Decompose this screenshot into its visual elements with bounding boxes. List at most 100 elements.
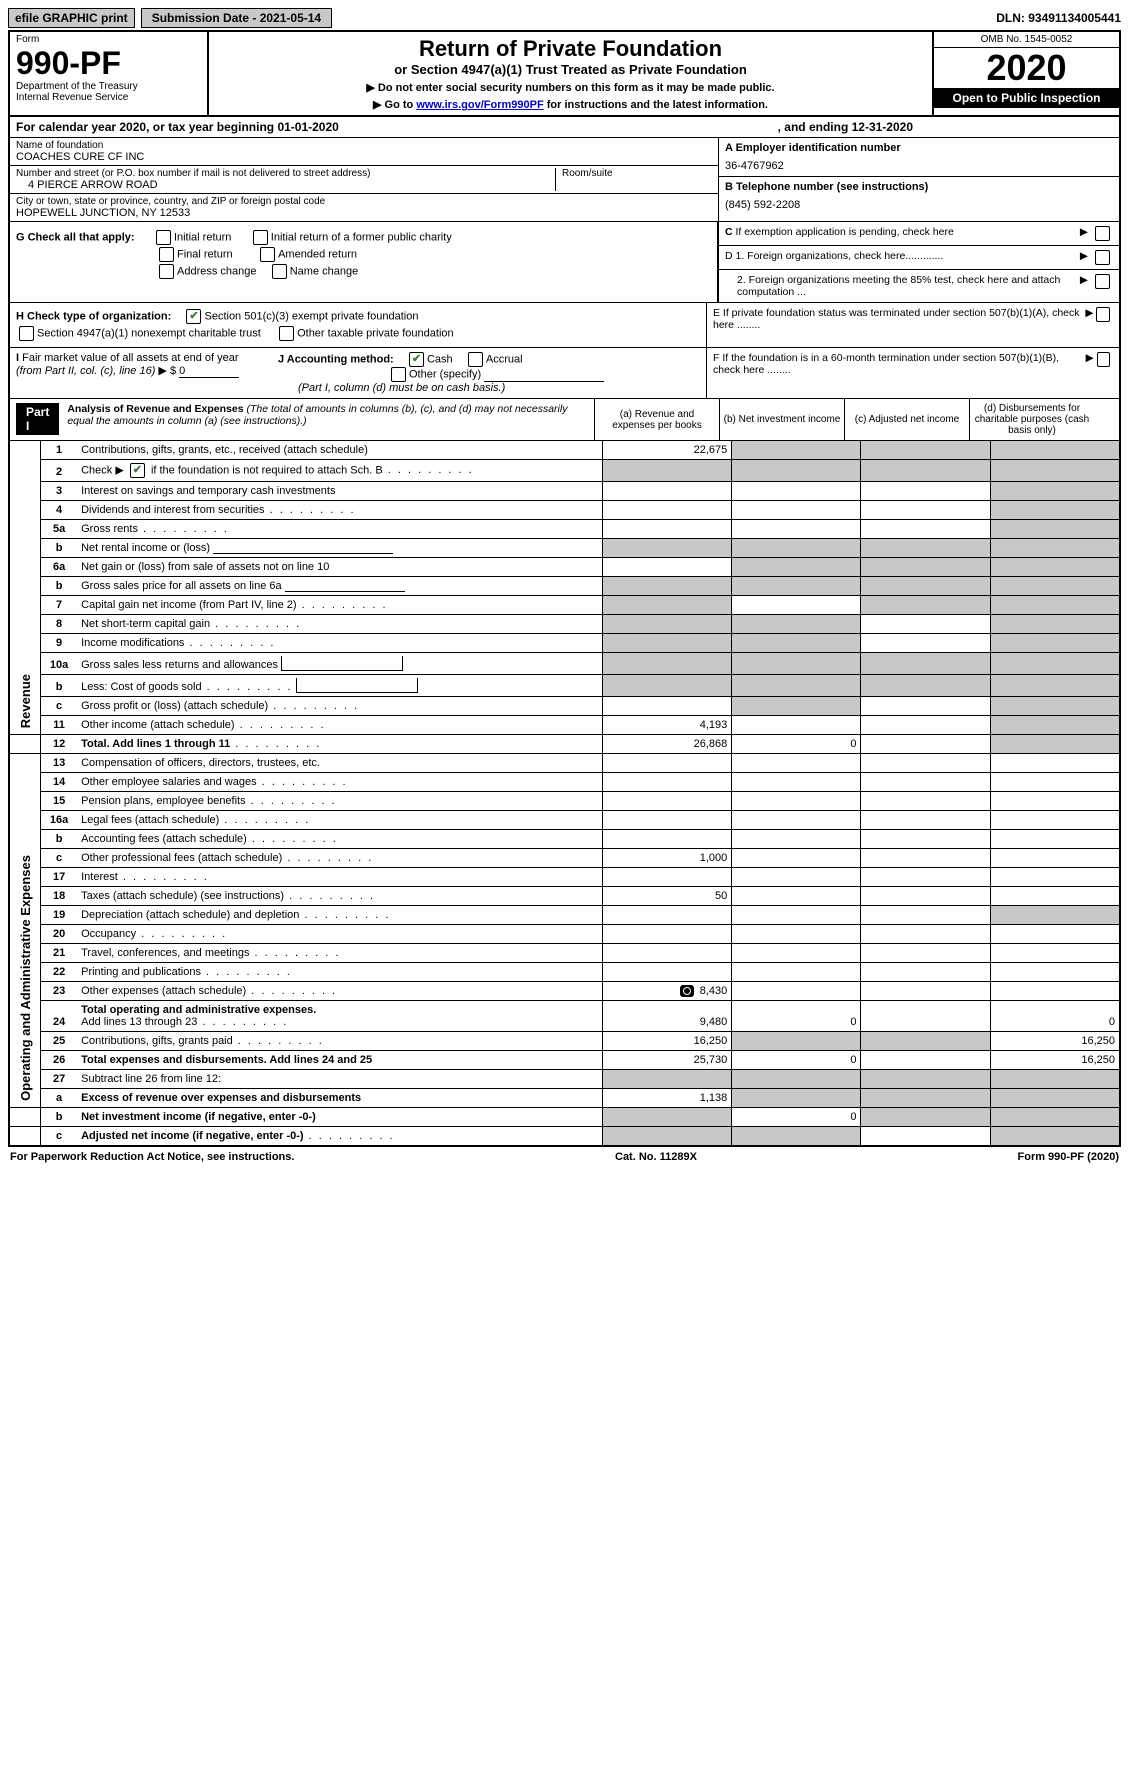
table-row: Revenue 1 Contributions, gifts, grants, … xyxy=(10,441,1119,460)
chk-other-taxable[interactable] xyxy=(279,326,294,341)
ein-label: A Employer identification number xyxy=(725,142,1113,154)
table-row: bNet rental income or (loss) xyxy=(10,539,1119,558)
form-container: Form 990-PF Department of the Treasury I… xyxy=(8,30,1121,1147)
j-note: (Part I, column (d) must be on cash basi… xyxy=(278,382,700,394)
table-row: 27Subtract line 26 from line 12: xyxy=(10,1070,1119,1089)
table-row: bAccounting fees (attach schedule) xyxy=(10,830,1119,849)
city-row: City or town, state or province, country… xyxy=(10,194,718,221)
chk-d1[interactable] xyxy=(1095,250,1110,265)
g-o4: Amended return xyxy=(278,248,357,260)
top-bar: efile GRAPHIC print Submission Date - 20… xyxy=(8,8,1121,28)
phone-row: B Telephone number (see instructions) (8… xyxy=(719,177,1119,215)
chk-other[interactable] xyxy=(391,367,406,382)
table-row: 20Occupancy xyxy=(10,925,1119,944)
g-o5: Address change xyxy=(177,265,257,277)
table-row: bNet investment income (if negative, ent… xyxy=(10,1108,1119,1127)
chk-address-change[interactable] xyxy=(159,264,174,279)
revenue-side-label: Revenue xyxy=(18,674,33,728)
entity-right: A Employer identification number 36-4767… xyxy=(718,138,1119,221)
form-title: Return of Private Foundation xyxy=(217,36,924,62)
form-note-1: ▶ Do not enter social security numbers o… xyxy=(217,81,924,94)
calyear-begin: For calendar year 2020, or tax year begi… xyxy=(16,120,339,134)
table-row: 10aGross sales less returns and allowanc… xyxy=(10,653,1119,675)
section-h-row: H Check type of organization: ✔Section 5… xyxy=(10,303,1119,348)
table-row: 18Taxes (attach schedule) (see instructi… xyxy=(10,887,1119,906)
j-cash: Cash xyxy=(427,353,453,365)
attachment-icon[interactable] xyxy=(680,985,694,997)
table-row: 12Total. Add lines 1 through 1126,8680 xyxy=(10,735,1119,754)
g-o2: Initial return of a former public charit… xyxy=(271,231,452,243)
part1-table: Revenue 1 Contributions, gifts, grants, … xyxy=(10,441,1119,1145)
efile-print-button[interactable]: efile GRAPHIC print xyxy=(8,8,135,28)
ein-value: 36-4767962 xyxy=(725,160,1113,172)
l1-a: 22,675 xyxy=(603,441,732,460)
d2-label: 2. Foreign organizations meeting the 85%… xyxy=(725,274,1076,298)
e-label: E If private foundation status was termi… xyxy=(713,307,1085,331)
room-label: Room/suite xyxy=(555,168,712,191)
chk-e[interactable] xyxy=(1096,307,1110,322)
address: 4 PIERCE ARROW ROAD xyxy=(16,179,555,191)
chk-c[interactable] xyxy=(1095,226,1110,241)
table-row: 16aLegal fees (attach schedule) xyxy=(10,811,1119,830)
col-a-header: (a) Revenue and expenses per books xyxy=(595,399,720,440)
f-label: F If the foundation is in a 60-month ter… xyxy=(713,352,1086,376)
entity-left: Name of foundation COACHES CURE CF INC N… xyxy=(10,138,718,221)
chk-accrual[interactable] xyxy=(468,352,483,367)
arrow-icon: ▶ xyxy=(1080,250,1088,262)
h-o3: Other taxable private foundation xyxy=(297,327,454,339)
chk-d2[interactable] xyxy=(1095,274,1110,289)
calendar-year-row: For calendar year 2020, or tax year begi… xyxy=(10,117,1119,138)
phone-label: B Telephone number (see instructions) xyxy=(725,181,1113,193)
chk-initial-former[interactable] xyxy=(253,230,268,245)
arrow-icon: ▶ xyxy=(1080,226,1088,238)
line-2: Check ▶ ✔ if the foundation is not requi… xyxy=(77,460,602,482)
chk-final-return[interactable] xyxy=(159,247,174,262)
footer-right: Form 990-PF (2020) xyxy=(1018,1151,1119,1163)
note2-pre: ▶ Go to xyxy=(373,99,416,111)
chk-f[interactable] xyxy=(1097,352,1110,367)
table-row: bLess: Cost of goods sold xyxy=(10,675,1119,697)
submission-date-button[interactable]: Submission Date - 2021-05-14 xyxy=(141,8,332,28)
table-row: 2 Check ▶ ✔ if the foundation is not req… xyxy=(10,460,1119,482)
entity-block: Name of foundation COACHES CURE CF INC N… xyxy=(10,138,1119,222)
tax-year: 2020 xyxy=(934,48,1119,88)
part1-desc: Analysis of Revenue and Expenses (The to… xyxy=(67,403,588,427)
irs-link[interactable]: www.irs.gov/Form990PF xyxy=(416,99,543,111)
table-row: 26Total expenses and disbursements. Add … xyxy=(10,1051,1119,1070)
line-1: Contributions, gifts, grants, etc., rece… xyxy=(77,441,602,460)
h-o1: Section 501(c)(3) exempt private foundat… xyxy=(204,310,418,322)
city-value: HOPEWELL JUNCTION, NY 12533 xyxy=(16,207,712,219)
table-row: 4Dividends and interest from securities xyxy=(10,501,1119,520)
col-c-header: (c) Adjusted net income xyxy=(845,399,970,440)
chk-name-change[interactable] xyxy=(272,264,287,279)
footer-left: For Paperwork Reduction Act Notice, see … xyxy=(10,1151,294,1163)
dept-treasury: Department of the Treasury xyxy=(16,81,201,92)
arrow-icon: ▶ xyxy=(1085,307,1093,331)
table-row: 24Total operating and administrative exp… xyxy=(10,1001,1119,1032)
part1-header: Part I Analysis of Revenue and Expenses … xyxy=(10,399,1119,441)
table-row: 5aGross rents xyxy=(10,520,1119,539)
g-o6: Name change xyxy=(290,265,359,277)
table-row: 14Other employee salaries and wages xyxy=(10,773,1119,792)
table-row: 25Contributions, gifts, grants paid16,25… xyxy=(10,1032,1119,1051)
chk-sch-b[interactable]: ✔ xyxy=(130,463,145,478)
table-row: Operating and Administrative Expenses 13… xyxy=(10,754,1119,773)
table-row: 15Pension plans, employee benefits xyxy=(10,792,1119,811)
h-o2: Section 4947(a)(1) nonexempt charitable … xyxy=(37,327,261,339)
table-row: 9Income modifications xyxy=(10,634,1119,653)
footer: For Paperwork Reduction Act Notice, see … xyxy=(8,1147,1121,1163)
form-number: 990-PF xyxy=(16,47,201,79)
chk-501c3[interactable]: ✔ xyxy=(186,309,201,324)
table-row: cGross profit or (loss) (attach schedule… xyxy=(10,697,1119,716)
g-o1: Initial return xyxy=(174,231,231,243)
dept-irs: Internal Revenue Service xyxy=(16,92,201,103)
j-accrual: Accrual xyxy=(486,353,523,365)
chk-4947[interactable] xyxy=(19,326,34,341)
footer-cat: Cat. No. 11289X xyxy=(615,1151,697,1163)
table-row: 11Other income (attach schedule)4,193 xyxy=(10,716,1119,735)
foundation-name-row: Name of foundation COACHES CURE CF INC xyxy=(10,138,718,166)
chk-initial-return[interactable] xyxy=(156,230,171,245)
chk-cash[interactable]: ✔ xyxy=(409,352,424,367)
col-d-header: (d) Disbursements for charitable purpose… xyxy=(970,399,1094,440)
chk-amended[interactable] xyxy=(260,247,275,262)
